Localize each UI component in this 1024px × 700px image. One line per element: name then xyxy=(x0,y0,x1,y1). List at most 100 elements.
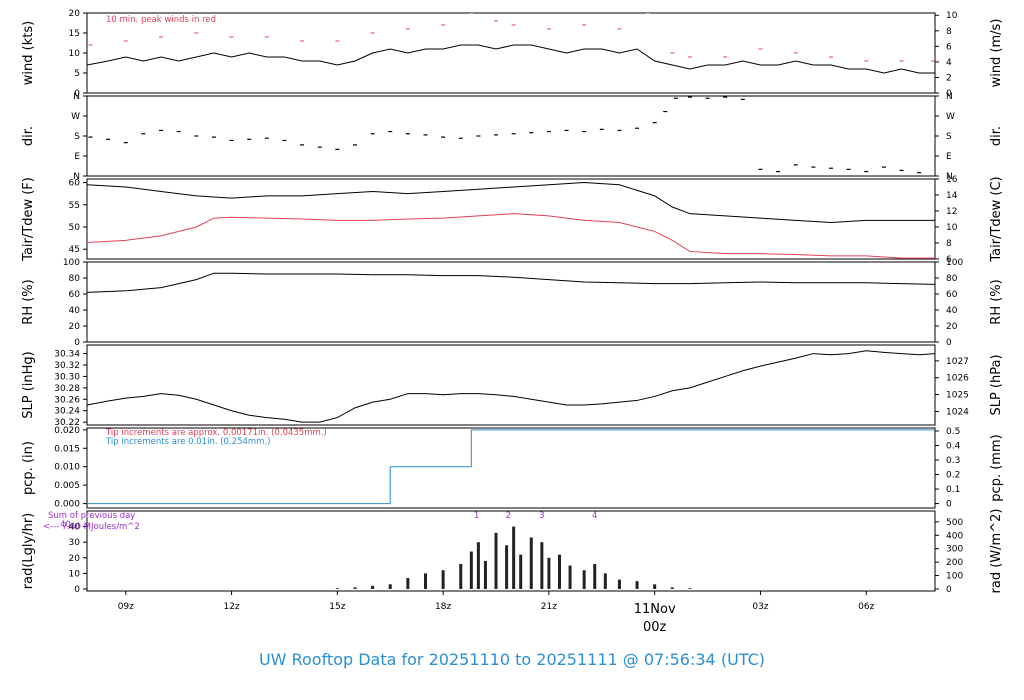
annotation-total-value: 40 xyxy=(60,520,71,530)
annotation-peak-winds: 10 min. peak winds in red xyxy=(106,15,216,25)
ytick-right-label: 60 xyxy=(946,290,958,300)
radiation-bar xyxy=(593,564,597,589)
series-temperature-Tair xyxy=(87,182,935,224)
panel-frame xyxy=(86,510,936,592)
radiation-bar xyxy=(529,537,533,589)
ytick-left-label: 55 xyxy=(69,201,80,211)
peak-marker-4: 4 xyxy=(592,511,597,521)
ytick-right-label: 0.5 xyxy=(946,427,960,437)
radiation-bar xyxy=(670,587,674,589)
ytick-right-label: 0.3 xyxy=(946,456,960,466)
series-wind-speed xyxy=(87,44,935,74)
annotation-tip-approx: Tip increments are approx. 0.00171in. (0… xyxy=(105,428,327,438)
ytick-right-label: 10 xyxy=(946,223,958,233)
time-axis: 09z 12z 15z 18z 21z 03z 06z 11Nov 00z xyxy=(118,591,875,635)
series-precip xyxy=(87,429,935,505)
series-humidity-0 xyxy=(87,272,935,293)
xtick-label-18z: 18z xyxy=(435,602,451,612)
ylabel-left: pcp. (in) xyxy=(21,441,36,495)
radiation-bar xyxy=(459,564,463,589)
radiation-bar xyxy=(335,588,339,589)
ytick-left-label: 10 xyxy=(69,569,81,579)
ytick-left-label: 30.26 xyxy=(54,395,80,405)
radiation-bar xyxy=(557,554,561,589)
ytick-left-label: 30.34 xyxy=(54,350,80,360)
ytick-left-label: 60 xyxy=(69,179,81,189)
ylabel-right: RH (%) xyxy=(989,279,1004,324)
ytick-right-label: 8 xyxy=(946,27,952,37)
ytick-left-label: 0.010 xyxy=(54,463,80,473)
radiation-bar xyxy=(388,584,392,589)
ytick-left-label: 20 xyxy=(69,322,81,332)
xtick-label-21z: 21z xyxy=(541,602,557,612)
ytick-left-label: 20 xyxy=(69,554,81,564)
ytick-left-label: 0 xyxy=(74,338,80,348)
xtick-label-15z: 15z xyxy=(329,602,345,612)
plot-area xyxy=(88,96,922,174)
ytick-right-label: 8 xyxy=(946,239,952,249)
plot-area xyxy=(87,429,935,505)
ytick-left-label: 45 xyxy=(69,245,80,255)
ytick-left-label: 30.32 xyxy=(54,361,80,371)
radiation-bar xyxy=(653,584,657,589)
panel-frame xyxy=(86,427,936,509)
panel-precipitation: pcp. (in) pcp. (mm) 0.000 0.005 0.010 0.015 0.… xyxy=(21,426,1004,510)
radiation-bar xyxy=(406,578,410,589)
ylabel-left: Tair/Tdew (F) xyxy=(21,177,36,262)
ytick-left-label: 0.000 xyxy=(54,500,80,510)
ytick-right-label: 100 xyxy=(946,572,963,582)
ytick-right-label: 1027 xyxy=(946,357,969,367)
radiation-bar xyxy=(505,545,509,589)
ylabel-right: SLP (hPa) xyxy=(989,354,1004,415)
ytick-right-label: N xyxy=(946,172,953,182)
ytick-right-label: 4 xyxy=(946,58,952,68)
panel-radiation: rad(Lgly/hr) rad (W/m^2)01020304001002003… xyxy=(21,509,1004,595)
ylabel-right: rad (W/m^2) xyxy=(989,509,1004,594)
ytick-right-label: 0 xyxy=(946,585,952,595)
ytick-left-label: 80 xyxy=(69,274,81,284)
panel-frame xyxy=(86,95,936,177)
ytick-left-label: N xyxy=(73,92,80,102)
panel-frame xyxy=(86,178,936,260)
ytick-right-label: 300 xyxy=(946,545,963,555)
ytick-right-label: 0.1 xyxy=(946,485,960,495)
radiation-bar xyxy=(353,587,357,589)
ytick-right-label: 100 xyxy=(946,258,963,268)
ytick-left-label: N xyxy=(73,172,80,182)
ytick-left-label: 100 xyxy=(63,258,80,268)
ytick-left-label: 20 xyxy=(69,9,81,19)
ytick-left-label: 30.28 xyxy=(54,384,80,394)
radiation-bar xyxy=(483,560,487,589)
ylabel-left: dir. xyxy=(21,126,36,146)
panel-humidity: RH (%) RH (%) 0 20 40 60 80 100 0 20 40 60 80 100 xyxy=(21,258,1004,348)
radiation-bar xyxy=(568,565,572,589)
ylabel-right: pcp. (mm) xyxy=(989,434,1004,501)
ytick-left-label: 30.22 xyxy=(54,418,80,428)
series-pressure-0 xyxy=(87,350,935,423)
annotation-tip-exact: Tip increments are 0.01in. (0.254mm.) xyxy=(105,437,270,447)
ylabel-right: dir. xyxy=(989,126,1004,146)
ytick-right-label: 6 xyxy=(946,42,952,52)
ytick-right-label: S xyxy=(946,132,952,142)
ylabel-left: rad(Lgly/hr) xyxy=(21,513,36,589)
ytick-left-label: 40 xyxy=(69,523,81,533)
peak-marker-3: 3 xyxy=(539,511,544,521)
plot-area xyxy=(87,182,935,259)
radiation-bar xyxy=(494,532,498,589)
day-marker-date: 11Nov xyxy=(634,602,676,617)
ytick-right-label: 500 xyxy=(946,518,963,528)
ytick-right-label: 400 xyxy=(946,531,963,541)
ytick-right-label: 200 xyxy=(946,558,963,568)
ytick-left-label: 30.24 xyxy=(54,407,80,417)
panel-wind: wind (kts) wind (m/s) 0 5 10 15 20 0 2 4 6 8 10 10 mi… xyxy=(21,9,1004,99)
panel-temperature: Tair/Tdew (F) Tair/Tdew (C) 45 50 55 60 6 8 10 12… xyxy=(21,175,1004,265)
radiation-bar xyxy=(476,542,480,589)
ytick-left-label: 10 xyxy=(69,49,81,59)
ytick-right-label: 2 xyxy=(946,73,952,83)
ytick-right-label: 14 xyxy=(946,191,958,201)
ytick-right-label: 6 xyxy=(946,255,952,265)
ytick-right-label: 0 xyxy=(946,500,952,510)
ytick-right-label: E xyxy=(946,152,952,162)
